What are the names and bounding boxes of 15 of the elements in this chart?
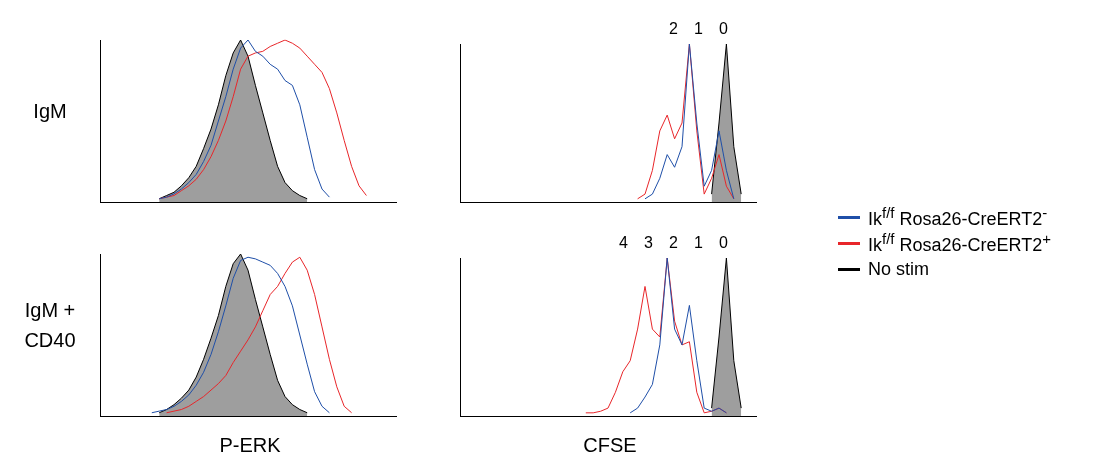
- text: 4: [618, 234, 628, 252]
- y-axis-title: IgM + CD40: [23, 298, 77, 353]
- text: 0: [718, 20, 728, 38]
- text: 2: [668, 234, 678, 252]
- text: 0: [718, 234, 728, 252]
- text: 1: [693, 234, 703, 252]
- x-axis-title: CFSE: [582, 434, 638, 457]
- text: 3: [643, 234, 653, 252]
- legend-label: Ik$^{f/f}$ Rosa26-CreERT2$^{+}$: [868, 230, 1052, 256]
- legend-label: Ik$^{f/f}$ Rosa26-CreERT2$^{-}$: [868, 204, 1048, 230]
- y-axis-title: IgM: [32, 99, 68, 124]
- text: 2: [668, 20, 678, 38]
- x-axis-title: P-ERK: [218, 434, 282, 457]
- legend-label: No stim: [868, 258, 930, 280]
- text: 1: [693, 20, 703, 38]
